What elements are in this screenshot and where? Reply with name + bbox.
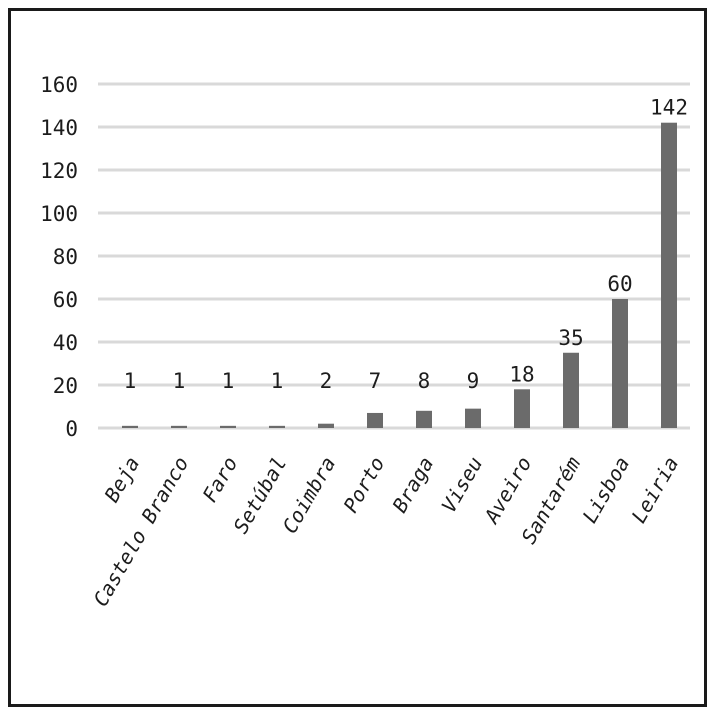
data-label: 142 bbox=[650, 96, 688, 120]
data-label: 1 bbox=[124, 369, 137, 393]
bar bbox=[612, 299, 628, 428]
x-tick-label: Faro bbox=[197, 453, 242, 507]
bar bbox=[122, 425, 138, 428]
x-tick-label: Beja bbox=[99, 453, 144, 507]
chart-frame bbox=[8, 8, 707, 707]
data-label: 60 bbox=[607, 272, 632, 296]
y-tick-label: 60 bbox=[53, 288, 78, 312]
bar bbox=[661, 122, 677, 428]
y-tick-label: 80 bbox=[53, 245, 78, 269]
y-tick-label: 0 bbox=[65, 417, 78, 441]
bar bbox=[220, 425, 236, 428]
data-label: 1 bbox=[222, 369, 235, 393]
data-label: 7 bbox=[369, 369, 382, 393]
x-tick-label: Braga bbox=[387, 453, 438, 517]
data-label: 1 bbox=[173, 369, 186, 393]
y-tick-label: 120 bbox=[40, 159, 78, 183]
x-tick-label: Lisboa bbox=[577, 453, 634, 528]
bar bbox=[269, 425, 285, 428]
x-tick-label: Leiria bbox=[626, 453, 683, 528]
bar bbox=[367, 412, 383, 428]
x-tick-label: Viseu bbox=[436, 453, 487, 517]
data-label: 9 bbox=[467, 369, 480, 393]
y-tick-label: 20 bbox=[53, 374, 78, 398]
bar bbox=[416, 410, 432, 428]
data-label: 8 bbox=[418, 369, 431, 393]
bar bbox=[465, 408, 481, 428]
y-tick-label: 140 bbox=[40, 116, 78, 140]
x-tick-label: Porto bbox=[338, 453, 389, 517]
data-label: 18 bbox=[509, 362, 534, 386]
y-tick-label: 160 bbox=[40, 73, 78, 97]
data-label: 35 bbox=[558, 326, 583, 350]
y-tick-label: 40 bbox=[53, 331, 78, 355]
bar bbox=[514, 389, 530, 428]
data-label: 2 bbox=[320, 369, 333, 393]
x-tick-label: Castelo Branco bbox=[88, 453, 193, 611]
y-tick-label: 100 bbox=[40, 202, 78, 226]
data-label: 1 bbox=[271, 369, 284, 393]
bar bbox=[171, 425, 187, 428]
bar bbox=[318, 423, 334, 428]
bar bbox=[563, 352, 579, 428]
